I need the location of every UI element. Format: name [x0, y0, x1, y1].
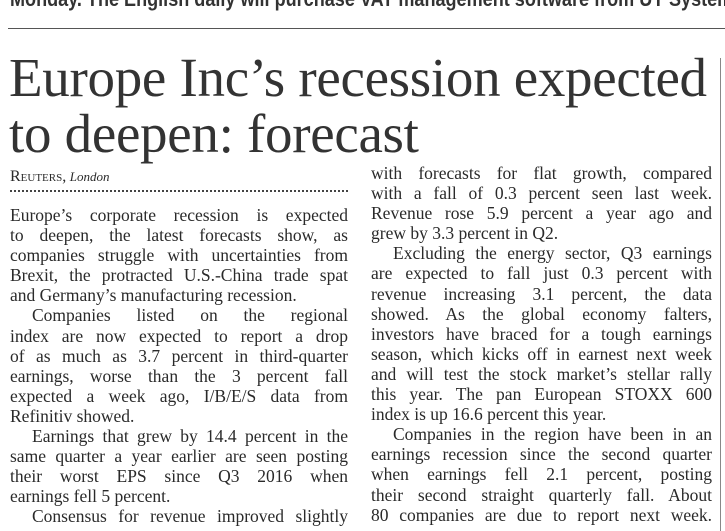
byline: Reuters, London — [10, 168, 109, 186]
dotted-separator — [10, 190, 348, 192]
text-line: Refinitiv showed. — [10, 405, 135, 426]
article-column-right: with forecasts for flat growth, compared… — [371, 163, 712, 525]
text-line: and Germany’s manufacturing recession. — [10, 285, 297, 306]
text-line: companies struggle with uncertainties fr… — [10, 245, 348, 266]
text-line: expected a week ago, I/B/E/S data from — [10, 385, 348, 406]
text-line: earnings fell 5 percent. — [10, 486, 171, 507]
text-line: season, which kicks off in earnest next … — [371, 343, 712, 364]
text-line: Europe’s corporate recession is expected — [10, 205, 348, 225]
text-line: Earnings that grew by 14.4 percent in th… — [32, 426, 348, 447]
text-line: Brexit, the protracted U.S.-China trade … — [10, 265, 348, 286]
article-column-left: Europe’s corporate recession is expected… — [10, 205, 348, 527]
text-line: revenue increasing 3.1 percent, the data — [371, 283, 712, 304]
text-line: this year. The pan European STOXX 600 — [371, 384, 712, 405]
text-line: index is up 16.6 percent this year. — [371, 404, 607, 425]
text-line: Consensus for revenue improved slightly — [32, 506, 348, 527]
paragraph: Consensus for revenue improved slightly — [10, 506, 348, 526]
text-line: Revenue rose 5.9 percent a year ago and — [371, 203, 712, 224]
text-line: to deepen, the latest forecasts show, as — [10, 225, 348, 246]
text-line: index are now expected to report a drop — [10, 325, 348, 346]
article-headline: Europe Inc’s recession expected to deepe… — [9, 50, 707, 162]
text-line: and will test the stock market’s stellar… — [371, 363, 712, 384]
text-line: Companies listed on the regional — [32, 305, 348, 326]
paragraph: Europe’s corporate recession is expected… — [10, 205, 348, 305]
byline-city: London — [69, 169, 110, 184]
headline-line-2: to deepen: forecast — [9, 103, 419, 164]
paragraph: Companies listed on the regional index ar… — [10, 305, 348, 426]
column-divider — [720, 58, 721, 531]
text-line: grew by 3.3 percent in Q2. — [371, 223, 559, 244]
text-line: same quarter a year earlier are seen pos… — [10, 446, 348, 467]
text-line: with forecasts for flat growth, compared — [371, 163, 712, 183]
section-divider — [8, 28, 725, 29]
text-line: earnings, worse than the 3 percent fall — [10, 365, 348, 386]
paragraph: Companies in the region have been in an e… — [371, 424, 712, 524]
text-line: investors have braced for a tough earnin… — [371, 323, 712, 344]
text-line: their second straight quarterly fall. Ab… — [371, 484, 712, 505]
text-line: with a fall of 0.3 percent seen last wee… — [371, 183, 712, 204]
paragraph: Earnings that grew by 14.4 percent in th… — [10, 426, 348, 506]
paragraph: with forecasts for flat growth, compared… — [371, 163, 712, 243]
text-line: of as much as 3.7 percent in third-quart… — [10, 345, 348, 366]
previous-article-text: Monday. The English daily will purchase … — [10, 0, 725, 12]
paragraph: Excluding the energy sector, Q3 earnings… — [371, 243, 712, 424]
text-line: when earnings fell 2.1 percent, posting — [371, 464, 712, 485]
text-line: 80 companies are due to report next week… — [371, 504, 712, 525]
text-line: showed. As the global economy falters, — [371, 303, 712, 324]
text-line: their worst EPS since Q3 2016 when — [10, 466, 348, 487]
text-line: are expected to fall just 0.3 percent wi… — [371, 263, 712, 284]
text-line: Companies in the region have been in an — [393, 424, 712, 445]
byline-agency: Reuters, — [10, 168, 67, 185]
text-line: earnings recession since the second quar… — [371, 444, 712, 465]
text-line: Excluding the energy sector, Q3 earnings — [393, 243, 712, 264]
headline-line-1: Europe Inc’s recession expected — [9, 47, 707, 108]
